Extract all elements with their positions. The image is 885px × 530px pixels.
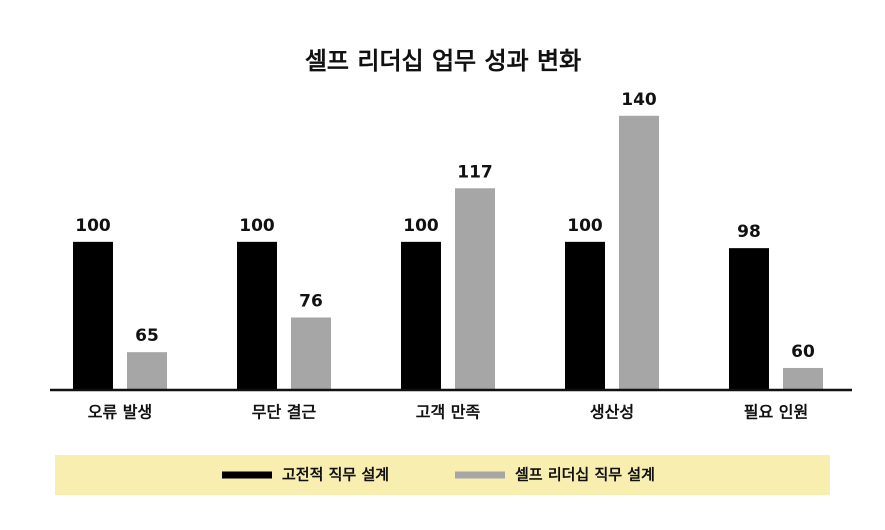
value-label: 100 <box>239 216 275 236</box>
x-tick-label: 생산성 <box>590 403 634 422</box>
bar <box>455 188 495 390</box>
value-label: 140 <box>621 90 657 110</box>
value-label: 60 <box>791 342 815 362</box>
value-label: 76 <box>299 292 323 312</box>
bar <box>401 241 441 390</box>
legend-label: 고전적 직무 설계 <box>282 466 389 484</box>
value-label: 100 <box>75 216 111 236</box>
legend-label: 셀프 리더십 직무 설계 <box>515 466 655 484</box>
legend-band <box>55 455 830 495</box>
value-label: 100 <box>567 216 603 236</box>
bar <box>127 352 167 390</box>
bar <box>237 241 277 390</box>
bar <box>619 115 659 391</box>
x-tick-label: 고객 만족 <box>416 403 481 422</box>
value-label: 117 <box>457 162 493 182</box>
x-tick-label: 무단 결근 <box>252 403 317 422</box>
value-label: 100 <box>403 216 439 236</box>
bar <box>565 241 605 390</box>
bar <box>729 248 769 390</box>
x-tick-label: 필요 인원 <box>744 403 808 422</box>
value-label: 98 <box>737 222 761 242</box>
bar <box>73 241 113 390</box>
bar <box>291 317 331 390</box>
value-label: 65 <box>135 326 159 346</box>
chart-title: 셀프 리더십 업무 성과 변화 <box>305 47 581 75</box>
bar <box>783 367 823 390</box>
x-tick-label: 오류 발생 <box>88 403 152 422</box>
